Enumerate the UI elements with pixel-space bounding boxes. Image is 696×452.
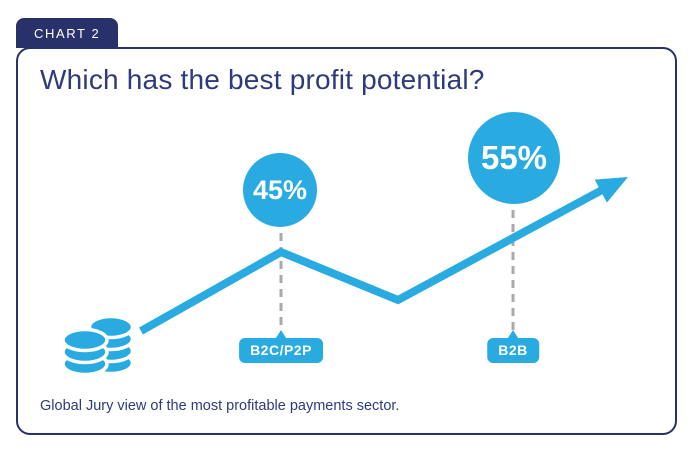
chart-caption: Global Jury view of the most profitable … (40, 398, 400, 414)
value-bubble-45-label: 45% (252, 174, 308, 205)
category-tag-b2c: B2C/P2P (239, 338, 323, 363)
chart-title: Which has the best profit potential? (40, 64, 485, 95)
chart-tab-badge: CHART 2 (16, 18, 119, 48)
trend-line (139, 186, 604, 335)
category-tag-b2b: B2B (487, 338, 539, 363)
coin-stack-icon (61, 314, 135, 377)
value-bubble-55-label: 55% (480, 139, 548, 176)
value-bubble-45: 45% (243, 153, 317, 227)
trend-arrow-icon (594, 177, 628, 203)
chart-tab-label: CHART 2 (34, 25, 101, 41)
value-bubble-55: 55% (468, 112, 560, 204)
